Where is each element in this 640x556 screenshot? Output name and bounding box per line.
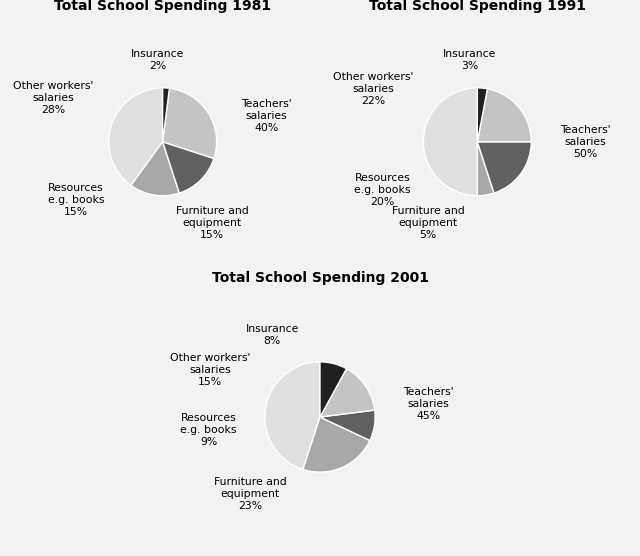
Wedge shape [477,89,531,142]
Text: Insurance
3%: Insurance 3% [443,49,496,71]
Text: Other workers'
salaries
28%: Other workers' salaries 28% [13,81,93,115]
Wedge shape [109,88,163,185]
Wedge shape [424,88,477,196]
Text: Other workers'
salaries
15%: Other workers' salaries 15% [170,353,250,386]
Wedge shape [320,369,374,417]
Wedge shape [131,142,179,196]
Title: Total School Spending 2001: Total School Spending 2001 [211,271,429,285]
Text: Resources
e.g. books
9%: Resources e.g. books 9% [180,413,237,447]
Wedge shape [265,362,320,469]
Text: Resources
e.g. books
15%: Resources e.g. books 15% [48,183,104,217]
Wedge shape [477,142,494,196]
Wedge shape [320,410,375,440]
Text: Furniture and
equipment
15%: Furniture and equipment 15% [175,206,248,240]
Wedge shape [320,362,347,417]
Wedge shape [477,142,531,193]
Text: Teachers'
salaries
50%: Teachers' salaries 50% [560,125,611,159]
Wedge shape [163,88,216,158]
Title: Total School Spending 1981: Total School Spending 1981 [54,0,271,13]
Text: Furniture and
equipment
23%: Furniture and equipment 23% [214,477,287,512]
Text: Insurance
8%: Insurance 8% [246,324,299,346]
Wedge shape [303,417,370,472]
Text: Other workers'
salaries
22%: Other workers' salaries 22% [333,72,414,106]
Text: Teachers'
salaries
45%: Teachers' salaries 45% [403,387,454,421]
Wedge shape [163,88,170,142]
Text: Resources
e.g. books
20%: Resources e.g. books 20% [354,173,411,207]
Wedge shape [163,142,214,193]
Wedge shape [477,88,488,142]
Text: Insurance
2%: Insurance 2% [131,48,184,71]
Text: Furniture and
equipment
5%: Furniture and equipment 5% [392,206,465,240]
Title: Total School Spending 1991: Total School Spending 1991 [369,0,586,13]
Text: Teachers'
salaries
40%: Teachers' salaries 40% [241,100,292,133]
